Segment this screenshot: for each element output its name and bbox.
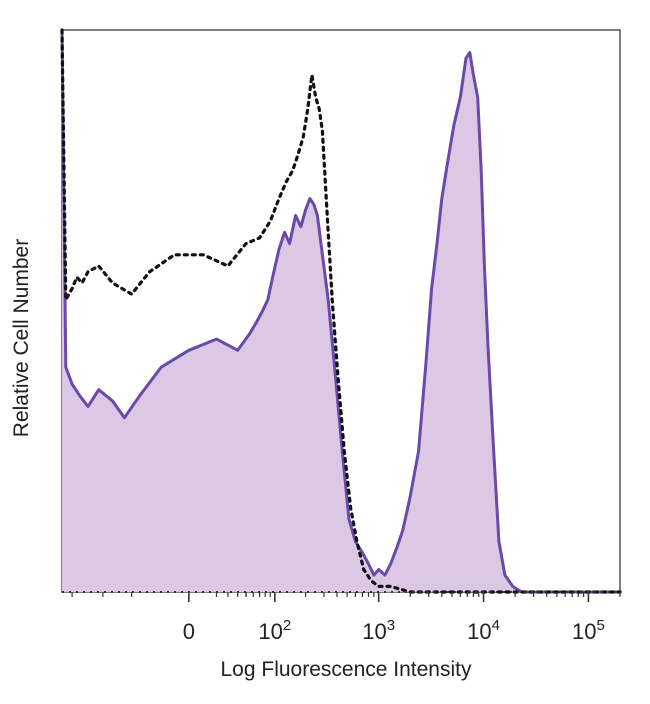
x-axis: 0 102 103 104 105 xyxy=(62,591,621,644)
x-tick-label: 0 xyxy=(183,619,195,644)
stained-sample-line xyxy=(60,29,620,594)
x-tick-label: 103 xyxy=(362,617,395,644)
y-axis-title: Relative Cell Number xyxy=(10,239,33,437)
x-tick-label: 105 xyxy=(572,617,605,644)
plot-area xyxy=(60,28,622,594)
isotype-control-line xyxy=(60,28,622,594)
x-tick-label: 102 xyxy=(258,617,291,644)
x-axis-title: Log Fluorescence Intensity xyxy=(221,658,472,681)
stained-sample-fill xyxy=(62,30,620,592)
x-tick-label: 104 xyxy=(467,617,500,644)
